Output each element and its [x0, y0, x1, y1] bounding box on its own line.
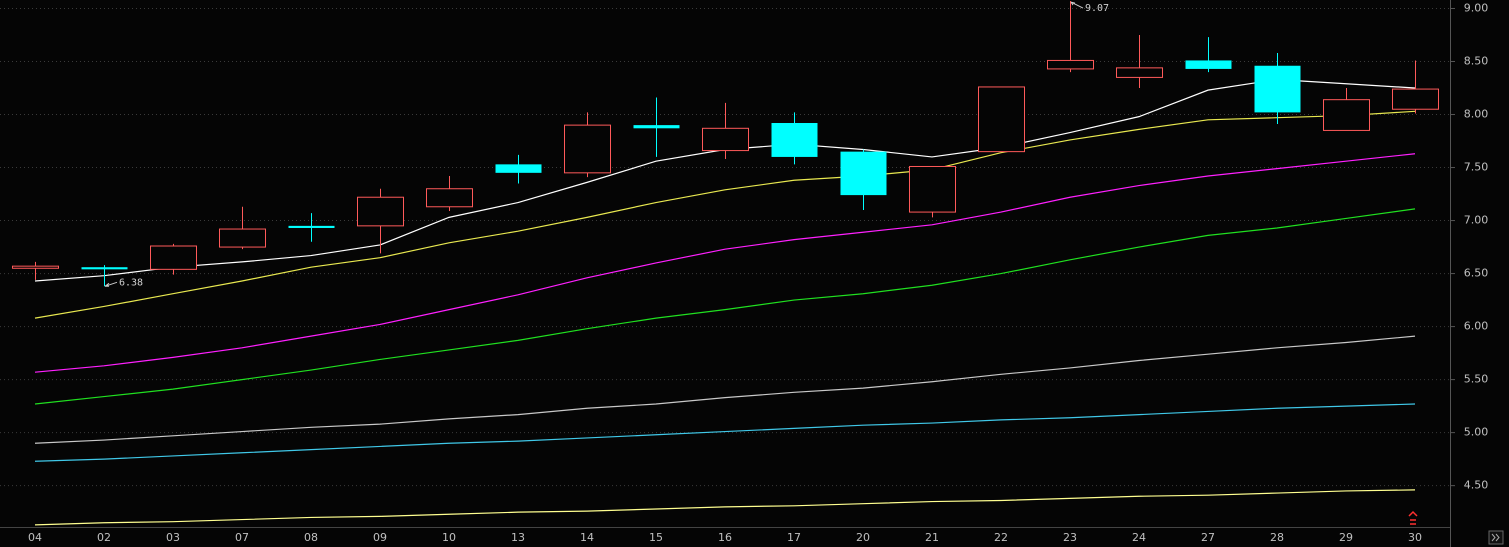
high-label: 9.07 — [1085, 3, 1109, 14]
moving-average-line — [34, 153, 1416, 373]
y-tick-label: 5.00 — [1464, 426, 1489, 439]
candle-body — [150, 245, 197, 270]
high-pointer — [1070, 1, 1084, 9]
x-tick-label: 10 — [442, 531, 456, 544]
y-tick-label: 8.50 — [1464, 55, 1489, 68]
x-tick-label: 16 — [718, 531, 732, 544]
x-tick-label: 30 — [1408, 531, 1422, 544]
x-tick-label: 17 — [787, 531, 801, 544]
scroll-button[interactable] — [1488, 530, 1504, 545]
y-tick-label: 8.00 — [1464, 108, 1489, 121]
candle-body — [219, 228, 266, 248]
y-tick-label: 9.00 — [1464, 1, 1489, 14]
moving-average-line — [34, 208, 1416, 405]
candle-body — [426, 188, 473, 208]
x-tick-label: 27 — [1201, 531, 1215, 544]
candle-body — [978, 86, 1025, 153]
moving-average-line — [34, 403, 1416, 462]
candle-body — [12, 265, 59, 269]
scroll-icon — [1491, 533, 1500, 542]
y-tick-label: 6.50 — [1464, 267, 1489, 280]
x-tick-label: 02 — [97, 531, 111, 544]
x-tick-label: 29 — [1339, 531, 1353, 544]
candle-body — [1047, 59, 1094, 70]
candle-body — [840, 151, 887, 196]
x-tick-label: 04 — [28, 531, 42, 544]
x-tick-label: 08 — [304, 531, 318, 544]
x-tick-label: 15 — [649, 531, 663, 544]
candle-body — [357, 196, 404, 227]
x-tick-label: 13 — [511, 531, 525, 544]
low-pointer — [104, 281, 118, 287]
x-tick-label: 14 — [580, 531, 594, 544]
candle-body — [81, 267, 128, 270]
candle-body — [1116, 67, 1163, 78]
candle-body — [288, 225, 335, 228]
x-tick-label: 20 — [856, 531, 870, 544]
x-tick-label: 24 — [1132, 531, 1146, 544]
x-tick-label: 28 — [1270, 531, 1284, 544]
signal-icon — [1408, 510, 1418, 525]
candle-body — [771, 123, 818, 157]
y-tick-label: 4.50 — [1464, 479, 1489, 492]
moving-average-line — [34, 110, 1416, 319]
x-tick-label: 22 — [994, 531, 1008, 544]
low-label: 6.38 — [119, 277, 143, 288]
candle-body — [1392, 88, 1439, 110]
candle-body — [495, 164, 542, 173]
candle-body — [1254, 65, 1301, 113]
candle-body — [564, 124, 611, 174]
moving-average-line — [34, 489, 1416, 526]
candle-body — [1185, 60, 1232, 69]
moving-average-line — [34, 335, 1416, 444]
x-tick-label: 21 — [925, 531, 939, 544]
candle-body — [633, 125, 680, 129]
candle-body — [909, 165, 956, 213]
y-tick-label: 7.50 — [1464, 161, 1489, 174]
candle-body — [702, 127, 749, 152]
y-tick-label: 7.00 — [1464, 214, 1489, 227]
y-tick-label: 5.50 — [1464, 373, 1489, 386]
x-tick-label: 23 — [1063, 531, 1077, 544]
x-tick-label: 09 — [373, 531, 387, 544]
x-tick-label: 07 — [235, 531, 249, 544]
y-tick-label: 6.00 — [1464, 320, 1489, 333]
candle-body — [1323, 99, 1370, 131]
x-tick-label: 03 — [166, 531, 180, 544]
